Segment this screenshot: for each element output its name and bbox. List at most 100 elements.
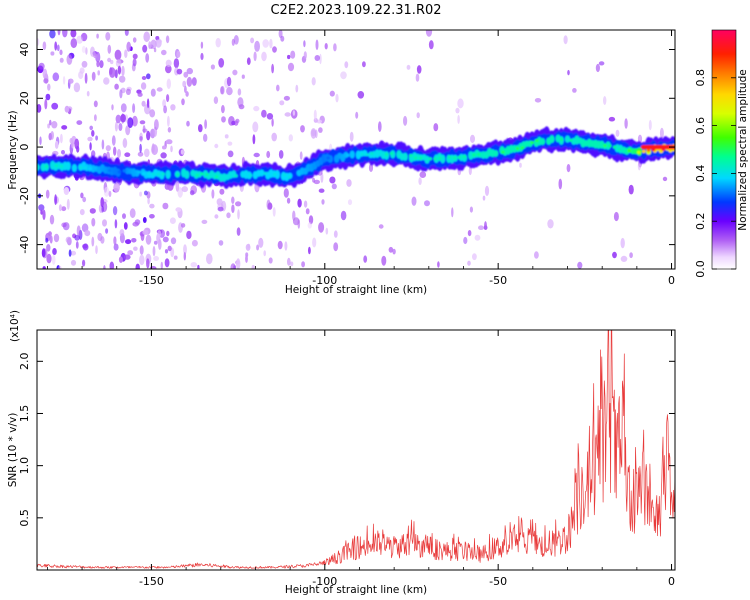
noise-blob: [118, 256, 123, 263]
noise-blob: [139, 254, 145, 266]
noise-blob: [261, 51, 267, 62]
ridge-core: [438, 156, 442, 160]
noise-blob: [310, 128, 317, 139]
noise-blob: [113, 146, 117, 156]
noise-blob: [620, 255, 628, 262]
noise-blob: [42, 41, 47, 50]
noise-blob: [47, 83, 51, 91]
noise-blob: [170, 145, 173, 153]
noise-blob: [38, 204, 45, 211]
noise-blob: [313, 179, 320, 185]
noise-blob: [79, 209, 85, 216]
noise-blob: [484, 221, 487, 230]
ridge-core: [627, 149, 631, 153]
noise-blob: [232, 69, 238, 76]
ridge-core: [137, 170, 141, 174]
noise-blob: [117, 148, 121, 158]
noise-blob: [91, 130, 95, 137]
noise-blob: [237, 88, 242, 96]
spectrogram-y-tick-label: -40: [18, 236, 31, 254]
noise-blob: [637, 134, 643, 144]
noise-blob: [131, 238, 137, 243]
noise-blob: [154, 119, 159, 131]
noise-blob: [61, 206, 67, 212]
noise-blob: [82, 196, 87, 203]
noise-blob: [149, 266, 157, 269]
noise-blob: [144, 190, 148, 196]
noise-blob: [437, 261, 440, 268]
noise-blob: [236, 227, 241, 236]
ridge-core: [520, 146, 525, 150]
noise-blob: [186, 120, 190, 127]
ridge-inner: [274, 170, 280, 179]
noise-blob: [613, 211, 619, 222]
ridge-core: [612, 145, 617, 149]
noise-blob: [333, 43, 337, 52]
noise-blob: [165, 35, 170, 44]
spectrogram-panel: -150 -100 -50 0 -40 -20 0 20 40 Height of strai…: [7, 29, 676, 296]
noise-blob: [252, 134, 256, 145]
noise-blob: [235, 118, 240, 124]
noise-blob: [124, 152, 131, 157]
noise-blob: [457, 168, 462, 176]
noise-blob: [132, 37, 137, 43]
noise-blob: [253, 152, 260, 158]
noise-blob: [308, 246, 311, 255]
noise-blob: [148, 41, 152, 50]
noise-blob: [534, 251, 539, 259]
noise-blob: [70, 250, 77, 256]
noise-blob: [76, 120, 83, 125]
noise-blob: [185, 91, 189, 97]
noise-blob: [478, 225, 484, 230]
noise-blob: [132, 103, 136, 114]
noise-blob: [467, 230, 472, 237]
noise-blob: [146, 130, 151, 141]
noise-blob: [271, 132, 278, 142]
noise-blob: [256, 244, 260, 251]
noise-blob: [278, 150, 284, 159]
colorbar-gradient: [711, 29, 737, 270]
snr-y-axis-label: SNR (10 * v/v): [7, 413, 19, 488]
noise-blob: [124, 49, 128, 58]
ridge-core: [501, 150, 505, 154]
noise-blob: [117, 65, 122, 75]
noise-blob: [253, 105, 260, 112]
noise-blob: [54, 194, 57, 206]
ridge-core: [263, 171, 268, 176]
noise-blob: [43, 78, 49, 84]
noise-blob: [608, 116, 616, 122]
noise-blob: [105, 145, 111, 152]
snr-x-tick-label: 0: [668, 575, 675, 588]
ridge-core: [515, 146, 520, 151]
colorbar-tick-label: 0.2: [694, 212, 707, 230]
noise-blob: [160, 152, 167, 159]
noise-blob: [277, 240, 283, 250]
noise-blob: [424, 200, 430, 207]
noise-blob: [97, 70, 100, 76]
noise-blob: [151, 144, 159, 156]
noise-blob: [237, 97, 244, 108]
noise-blob: [103, 186, 110, 197]
noise-blob: [62, 30, 68, 38]
noise-blob: [624, 118, 628, 129]
ridge-core: [452, 156, 457, 160]
noise-blob: [261, 109, 267, 118]
noise-blob: [111, 135, 116, 146]
ridge-core: [234, 174, 238, 178]
noise-blob: [152, 246, 156, 257]
noise-blob: [284, 112, 291, 117]
noise-blob: [48, 231, 52, 236]
noise-blob: [156, 87, 163, 92]
noise-blob: [355, 111, 359, 119]
noise-blob: [45, 189, 50, 199]
ridge-core: [457, 155, 462, 159]
noise-blob: [227, 141, 233, 146]
noise-blob: [74, 234, 80, 241]
noise-blob: [368, 163, 374, 172]
noise-blob: [331, 183, 337, 190]
noise-blob: [324, 43, 328, 50]
noise-blob: [233, 35, 239, 45]
snr-y-tick-label: 2.0: [18, 353, 31, 371]
ridge-core: [93, 166, 98, 170]
